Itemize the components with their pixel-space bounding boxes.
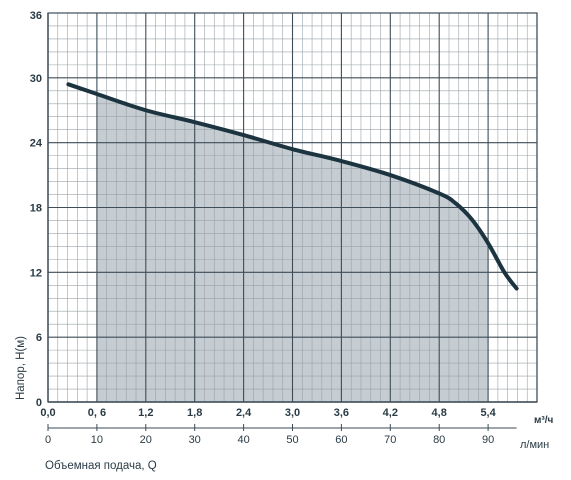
y-axis-title: Напор, H(м) [15, 336, 27, 400]
x-axis-secondary: 0 10 20 30 40 50 60 70 80 90 [45, 424, 517, 446]
x-tick-label-secondary: 60 [335, 434, 347, 446]
y-tick-label: 12 [30, 267, 42, 279]
x-tick-labels-primary: 0,0 0, 6 1,2 1,8 2,4 3,0 3,6 4,2 4,8 5,4 [40, 407, 496, 419]
y-tick-label: 18 [30, 203, 42, 215]
x-tick-label-secondary: 0 [45, 434, 51, 446]
x-axis-unit-secondary: л/мин [520, 439, 549, 451]
x-tick-label-primary: 0,0 [40, 407, 55, 419]
x-tick-label-primary: 3,0 [285, 407, 300, 419]
x-tick-label-primary: 3,6 [334, 407, 349, 419]
x-tick-label-secondary: 30 [189, 434, 201, 446]
y-tick-label: 36 [30, 10, 42, 22]
y-tick-label: 6 [36, 332, 42, 344]
y-tick-labels: 0 6 12 18 24 30 36 [30, 10, 43, 409]
x-tick-label-secondary: 40 [237, 434, 249, 446]
x-tick-label-secondary: 70 [384, 434, 396, 446]
y-tick-label: 30 [30, 73, 42, 85]
grid-layer [47, 12, 538, 403]
head-curve-line [66, 82, 519, 291]
x-tick-label-primary: 5,4 [480, 407, 496, 419]
x-tick-label-primary: 1,8 [187, 407, 202, 419]
x-tick-label-secondary: 20 [140, 434, 152, 446]
x-tick-label-secondary: 50 [286, 434, 298, 446]
x-tick-label-primary: 1,2 [138, 407, 153, 419]
x-tick-label-primary: 0, 6 [88, 407, 106, 419]
x-axis-title: Объемная подача, Q [45, 460, 157, 472]
x-tick-label-primary: 4,8 [432, 407, 447, 419]
y-tick-label: 0 [36, 397, 42, 409]
x-tick-label-secondary: 80 [433, 434, 445, 446]
x-axis-unit-primary: м³/ч [534, 415, 554, 426]
x-tick-label-secondary: 10 [91, 434, 103, 446]
x-tick-label-primary: 2,4 [236, 407, 252, 419]
y-tick-label: 24 [30, 138, 43, 150]
plot-frame [47, 12, 538, 403]
x-tick-label-secondary: 90 [482, 434, 494, 446]
curve-layer [66, 82, 519, 291]
x-tick-label-primary: 4,2 [383, 407, 398, 419]
